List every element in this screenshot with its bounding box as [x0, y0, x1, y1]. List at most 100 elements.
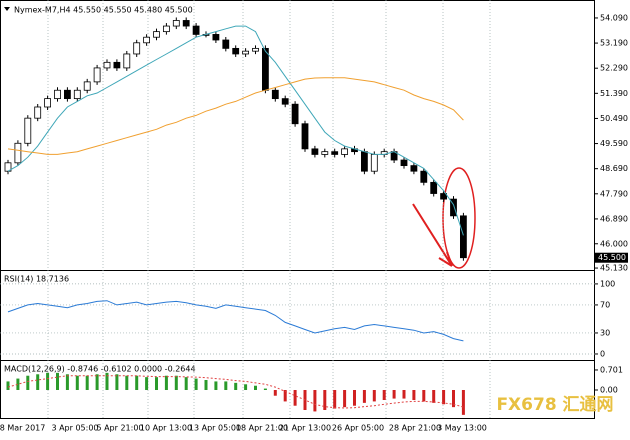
x-tick-label: 3 Apr 05:00 — [51, 424, 98, 433]
macd-bar — [412, 390, 416, 400]
macd-bar — [244, 384, 248, 390]
macd-bar — [95, 374, 99, 390]
y-tick-label: 0.00 — [600, 386, 618, 395]
candle — [113, 61, 121, 69]
main-title: Nymex-M7,H4 45.550 45.550 45.480 45.500 — [14, 6, 193, 15]
candle — [459, 215, 467, 259]
candle — [24, 117, 32, 144]
candle — [93, 67, 101, 83]
x-tick-label: 28 Apr 21:00 — [389, 424, 441, 433]
macd-bar — [402, 390, 406, 399]
y-tick-label: 46.000 — [600, 239, 628, 248]
candle — [123, 53, 131, 69]
y-tick-label: 100 — [600, 279, 615, 288]
macd-bar — [392, 390, 396, 399]
candle — [291, 103, 299, 125]
candle — [281, 98, 289, 105]
candle — [252, 47, 259, 52]
price-tag-label: 45.500 — [598, 253, 626, 262]
macd-bar — [422, 390, 426, 402]
y-tick-label: 50.490 — [600, 114, 628, 123]
macd-bar — [343, 390, 347, 408]
rsi-title: RSI(14) 18.7136 — [4, 275, 69, 284]
macd-bar — [204, 380, 208, 390]
x-tick-label: 18 Apr 21:00 — [236, 424, 288, 433]
candle — [103, 61, 111, 69]
y-tick-label: 0 — [600, 349, 605, 358]
candle — [450, 198, 457, 217]
candle — [182, 20, 190, 27]
logo: FX678 汇通网 — [496, 395, 613, 415]
macd-bar — [65, 374, 69, 390]
macd-bar — [234, 382, 238, 390]
x-tick-label: 3 May 13:00 — [437, 424, 487, 433]
macd-bar — [46, 372, 50, 390]
x-tick-label: 10 Apr 13:00 — [140, 424, 192, 433]
candle — [73, 89, 81, 100]
y-tick-label: 53.190 — [600, 39, 628, 48]
candle — [331, 151, 339, 155]
candle — [143, 36, 151, 44]
candle — [222, 39, 230, 49]
candle — [261, 47, 269, 91]
macd-bar — [164, 375, 168, 390]
macd-bar — [254, 385, 257, 390]
candle — [44, 98, 51, 108]
macd-bar — [372, 390, 376, 402]
macd-bar — [293, 390, 297, 406]
x-tick-label: 26 Apr 05:00 — [332, 424, 384, 433]
candle — [271, 89, 279, 100]
candle — [430, 181, 438, 194]
candle — [311, 148, 319, 155]
y-tick-label: 51.390 — [600, 89, 628, 98]
x-tick-label: 28 Mar 2017 — [0, 424, 45, 433]
y-tick-label: 52.290 — [600, 64, 628, 73]
y-tick-label: 30 — [600, 328, 610, 337]
x-tick-label: 13 Apr 05:00 — [189, 424, 241, 433]
candle — [212, 34, 220, 41]
candle — [133, 42, 141, 55]
rsi-line — [7, 300, 464, 342]
ma-slow-line — [7, 77, 464, 155]
candle — [400, 159, 408, 167]
macd-bar — [135, 375, 139, 390]
candle — [321, 151, 329, 155]
macd-bar — [6, 381, 10, 390]
candle — [192, 25, 200, 35]
candle — [34, 106, 42, 119]
macd-bar — [323, 390, 327, 410]
candle — [420, 170, 428, 183]
candle — [162, 25, 170, 33]
macd-bar — [283, 390, 287, 402]
macd-bar — [36, 374, 40, 390]
macd-title: MACD(12,26,9) -0.8746 -0.6102 0.0000 -0.… — [4, 365, 196, 374]
macd-bar — [452, 390, 455, 408]
macd-bar — [313, 390, 317, 412]
candle — [54, 89, 61, 100]
macd-bar — [16, 378, 20, 390]
macd-bar — [105, 372, 109, 390]
macd-bar — [461, 390, 465, 415]
macd-bar — [85, 375, 89, 390]
annotation-arrow — [412, 203, 453, 267]
macd-bar — [362, 390, 366, 403]
candle — [232, 47, 240, 55]
macd-bar — [224, 381, 228, 390]
y-tick-label: 54.090 — [600, 13, 628, 22]
candle — [172, 20, 180, 27]
y-tick-label: 47.790 — [600, 189, 628, 198]
candle — [410, 165, 418, 172]
candle — [83, 81, 91, 91]
macd-bar — [442, 390, 446, 405]
frame — [0, 0, 595, 419]
y-tick-label: 0.701 — [600, 365, 623, 374]
price-tag — [595, 252, 628, 263]
y-tick-label: 46.890 — [600, 214, 628, 223]
ma-fast-line — [7, 25, 464, 236]
y-tick-label: 48.690 — [600, 164, 628, 173]
candle — [242, 50, 250, 55]
candle — [301, 123, 309, 150]
menu-icon — [4, 7, 10, 11]
macd-bar — [155, 377, 158, 390]
